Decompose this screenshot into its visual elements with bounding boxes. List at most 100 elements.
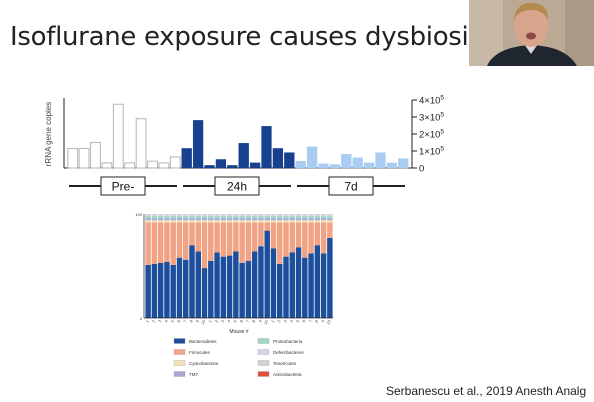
legend-swatch [257,338,270,344]
stack-segment-proteobacteria [164,216,170,219]
stack-segment-deferribacteres [270,215,277,217]
x-tick-label: 7 [307,318,313,323]
stack-segment-tm7 [320,218,327,221]
group-label-box [100,176,146,196]
x-tick-label: 2 [276,318,282,323]
stack-segment-bacteroidetes [220,256,227,318]
stack-segment-firmicutes [270,222,277,249]
stack-segment-bacteroidetes [327,237,333,318]
stack-segment-bacteroidetes [277,263,283,318]
x-tick-label: 7 [245,318,251,323]
stack-segment-tenericutes [226,214,233,216]
stack-segment-firmicutes [189,222,195,246]
stack-segment-tm7 [170,218,176,221]
stack-segment-tm7 [164,218,170,221]
bar-24h [227,165,238,169]
stack-segment-tenericutes [308,214,314,216]
stack-segment-deferribacteres [314,215,321,217]
x-tick-label: 10 [325,318,332,325]
stack-segment-tenericutes [239,214,245,216]
stack-segment-deferribacteres [283,215,289,217]
stack-segment-bacteroidetes [245,260,252,318]
stack-segment-firmicutes [320,222,327,254]
stack-segment-tenericutes [170,214,176,216]
stack-segment-tm7 [157,218,164,221]
stack-segment-tenericutes [264,214,270,216]
stack-segment-cyanobacteria [327,220,333,223]
stack-segment-tenericutes [295,214,302,216]
stack-segment-cyanobacteria [151,220,158,223]
stack-segment-proteobacteria [214,216,220,219]
bar-pre [90,142,101,169]
stack-segment-tm7 [308,218,314,221]
stack-segment-bacteroidetes [201,268,208,318]
bar-7d [341,154,352,169]
stack-segment-cyanobacteria [226,220,233,223]
stack-segment-cyanobacteria [258,220,264,223]
stack-segment-tenericutes [189,214,195,216]
stack-segment-tenericutes [277,214,283,216]
bar-7d [306,146,318,169]
stack-segment-cyanobacteria [145,220,151,223]
bar-24h [284,152,295,169]
stack-segment-tenericutes [251,214,258,216]
stack-segment-bacteroidetes [164,261,170,318]
group-label: 7d [344,180,357,194]
stack-segment-tenericutes [320,214,327,216]
bar-24h [204,165,215,169]
bar-pre [101,162,113,169]
stack-segment-bacteroidetes [264,230,270,318]
stack-segment-tenericutes [208,214,214,216]
stack-segment-tenericutes [214,214,220,216]
stack-segment-bacteroidetes [183,259,189,318]
x-tick-label: 9 [320,318,326,323]
x-tick-label: 3 [282,318,288,323]
stack-segment-tenericutes [151,214,158,216]
stack-segment-deferribacteres [277,215,283,217]
legend-swatch [173,349,186,355]
bar-7d [352,157,363,169]
stack-segment-bacteroidetes [189,245,195,318]
legend-swatch [257,360,270,366]
stack-segment-deferribacteres [245,215,252,217]
stack-segment-deferribacteres [233,215,239,217]
stack-segment-firmicutes [151,222,158,264]
group-label: 24h [227,180,247,194]
stack-segment-cyanobacteria [195,220,201,223]
x-tick-label: 5 [295,318,301,323]
stack-segment-proteobacteria [258,216,264,219]
bar-24h [261,126,272,169]
stack-segment-tenericutes [176,214,183,216]
stack-segment-deferribacteres [289,215,295,217]
stack-segment-tenericutes [289,214,295,216]
stack-segment-cyanobacteria [233,220,239,223]
stack-segment-bacteroidetes [170,264,176,318]
stack-segment-firmicutes [176,222,183,258]
stack-segment-bacteroidetes [320,253,327,318]
stack-segment-bacteroidetes [214,252,220,318]
stack-segment-firmicutes [183,222,189,260]
stack-segment-tm7 [208,218,214,221]
stack-segment-bacteroidetes [226,255,233,318]
stack-segment-tm7 [151,218,158,221]
stack-segment-tm7 [258,218,264,221]
stack-segment-tm7 [327,218,333,221]
stack-segment-proteobacteria [201,216,208,219]
x-tick-label: 4 [289,318,295,323]
stack-segment-cyanobacteria [220,220,227,223]
stack-segment-deferribacteres [208,215,214,217]
stack-segment-tenericutes [145,214,151,216]
y-tick-label: 4×105 [419,95,444,107]
x-tick-label: 3 [157,318,163,323]
x-tick-label: 5 [170,318,176,323]
stack-segment-firmicutes [251,222,258,252]
stack-segment-cyanobacteria [176,220,183,223]
stack-segment-bacteroidetes [302,257,308,318]
stack-segment-cyanobacteria [201,220,208,223]
group-label-box [328,176,374,196]
stack-segment-firmicutes [264,222,270,231]
bar-7d [363,162,375,169]
stack-segment-tenericutes [314,214,321,216]
stack-segment-bacteroidetes [151,263,158,318]
